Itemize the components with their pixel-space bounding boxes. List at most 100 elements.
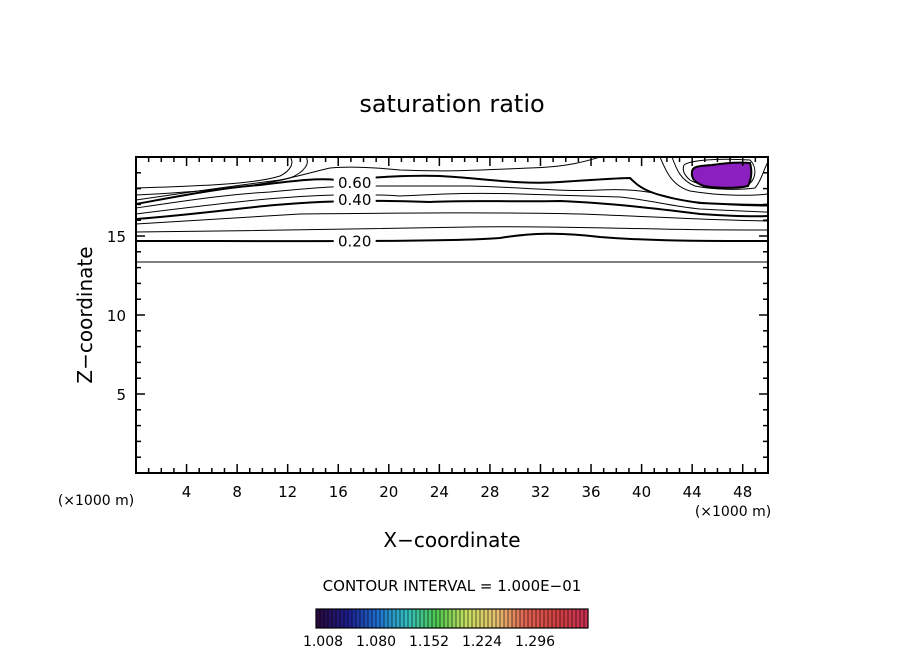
- colorbar-cell: [324, 609, 328, 628]
- colorbar-cell: [336, 609, 340, 628]
- x-tick-label: 20: [379, 483, 398, 501]
- colorbar-cell: [360, 609, 364, 628]
- colorbar-cell: [376, 609, 380, 628]
- contour-lines: [135, 156, 769, 263]
- colorbar-cell: [448, 609, 452, 628]
- x-tick-label: 44: [683, 483, 702, 501]
- colorbar-cell: [440, 609, 444, 628]
- colorbar-cell: [428, 609, 432, 628]
- contour-label-gap: [333, 231, 376, 248]
- colorbar-cell: [400, 609, 404, 628]
- colorbar-tick-label: 1.152: [409, 634, 449, 650]
- colorbar-cell: [340, 609, 344, 628]
- colorbar-cell: [472, 609, 476, 628]
- colorbar-cell: [504, 609, 508, 628]
- colorbar-cell: [460, 609, 464, 628]
- colorbar-cell: [552, 609, 556, 628]
- colorbar-cell: [580, 609, 584, 628]
- colorbar-cell: [512, 609, 516, 628]
- x-tick-label: 28: [480, 483, 499, 501]
- colorbar-cell: [492, 609, 496, 628]
- colorbar-cell: [380, 609, 384, 628]
- contour-line: [135, 261, 769, 263]
- contour-line: [135, 156, 293, 189]
- colorbar-cell: [432, 609, 436, 628]
- x-tick-label: 36: [581, 483, 600, 501]
- colorbar-tick-label: 1.296: [515, 634, 555, 650]
- colorbar-cell: [456, 609, 460, 628]
- contour-line: [135, 156, 308, 196]
- colorbar-cell: [368, 609, 372, 628]
- colorbar-cell: [364, 609, 368, 628]
- x-tick-label: 32: [531, 483, 550, 501]
- contour-line: [135, 199, 769, 220]
- colorbar-frame: [315, 608, 589, 629]
- x-axis-label: X−coordinate: [383, 528, 520, 552]
- colorbar-cell: [416, 609, 420, 628]
- colorbar-tick-label: 1.224: [462, 634, 502, 650]
- colorbar-cell: [436, 609, 440, 628]
- colorbar-cell: [520, 609, 524, 628]
- colorbar: [315, 608, 589, 629]
- colorbar-cell: [556, 609, 560, 628]
- x-axis-ticks: 4 8 12 16 20 24 28 32 36 40 44 48: [147, 157, 757, 501]
- contour-line: [135, 192, 769, 215]
- colorbar-cell: [408, 609, 412, 628]
- y-tick-label: 15: [107, 228, 126, 246]
- colorbar-cell: [452, 609, 456, 628]
- plot-frame: [135, 156, 769, 474]
- colorbar-cell: [584, 609, 588, 628]
- contour-line: [135, 226, 769, 233]
- colorbar-cell: [352, 609, 356, 628]
- contour-line: [135, 212, 769, 225]
- contour-line: [671, 156, 769, 190]
- x-unit-left: (×1000 m): [58, 493, 134, 509]
- colorbar-cell: [356, 609, 360, 628]
- colorbar-cell: [576, 609, 580, 628]
- contour-label: 0.60: [338, 174, 371, 192]
- colorbar-cell: [560, 609, 564, 628]
- colorbar-cell: [328, 609, 332, 628]
- colorbar-cell: [392, 609, 396, 628]
- x-tick-label: 8: [232, 483, 242, 501]
- y-tick-label: 5: [116, 386, 126, 404]
- y-tick-label: 10: [107, 307, 126, 325]
- colorbar-cell: [444, 609, 448, 628]
- colorbar-tick-label: 1.008: [303, 634, 343, 650]
- colorbar-cell: [404, 609, 408, 628]
- colorbar-cell: [548, 609, 552, 628]
- contour-line: [659, 156, 769, 196]
- colorbar-cell: [572, 609, 576, 628]
- colorbar-cell: [420, 609, 424, 628]
- contour-label: 0.40: [338, 191, 371, 209]
- colorbar-cell: [516, 609, 520, 628]
- colorbar-cell: [528, 609, 532, 628]
- colorbar-cell: [372, 609, 376, 628]
- x-tick-label: 48: [733, 483, 752, 501]
- contour-label-gap: [333, 190, 376, 207]
- colorbar-cell: [476, 609, 480, 628]
- contour-line: [135, 174, 769, 206]
- x-tick-label: 4: [182, 483, 192, 501]
- y-axis-ticks: 5 10 15: [107, 172, 768, 458]
- colorbar-cell: [424, 609, 428, 628]
- x-tick-label: 40: [632, 483, 651, 501]
- colorbar-cell: [568, 609, 572, 628]
- x-tick-label: 24: [430, 483, 449, 501]
- y-axis-label: Z−coordinate: [73, 246, 97, 383]
- colorbar-cell: [488, 609, 492, 628]
- x-tick-label: 12: [278, 483, 297, 501]
- colorbar-cell: [480, 609, 484, 628]
- colorbar-cell: [564, 609, 568, 628]
- colorbar-cell: [484, 609, 488, 628]
- contour-line: [135, 232, 769, 243]
- colorbar-cell: [536, 609, 540, 628]
- colorbar-cell: [496, 609, 500, 628]
- colorbar-cell: [320, 609, 324, 628]
- colorbar-cell: [532, 609, 536, 628]
- colorbar-cell: [464, 609, 468, 628]
- x-unit-right: (×1000 m): [695, 504, 771, 520]
- colorbar-cell: [316, 609, 320, 628]
- colorbar-cell: [396, 609, 400, 628]
